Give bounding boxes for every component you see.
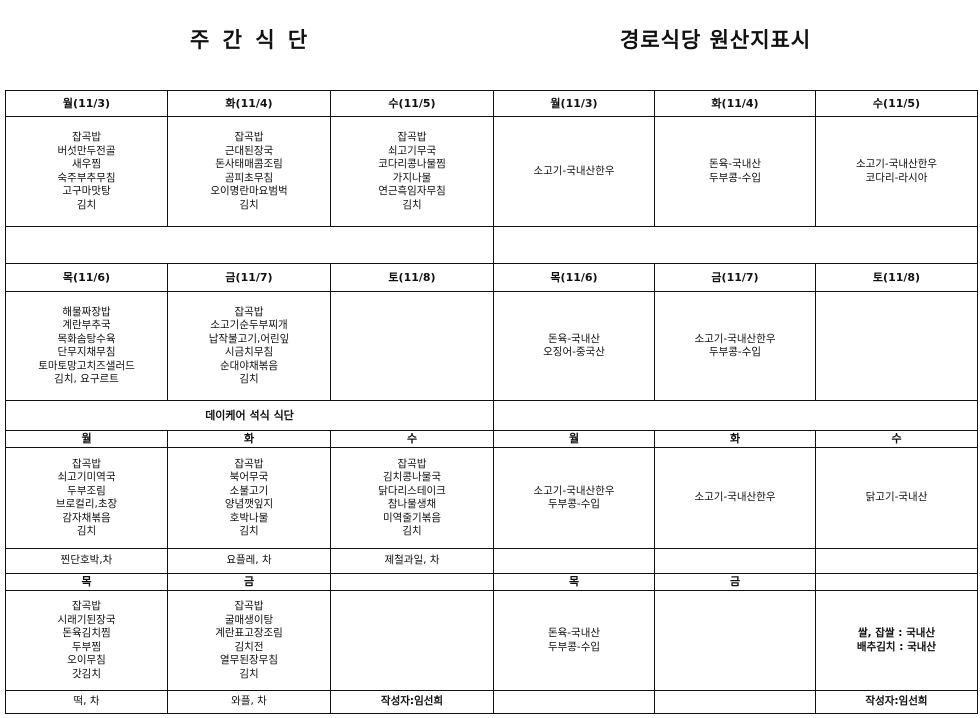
menu-cell: 잡곡밥 북어무국 소불고기 양념깻잎지 호박나물 김치 <box>167 447 331 549</box>
origin-header-cell: 월(11/3) <box>493 90 655 117</box>
origin-cell: 소고기-국내산한우 <box>493 116 655 227</box>
menu-cell: 잡곡밥 쇠고기미역국 두부조림 브로컬리,초장 감자채볶음 김치 <box>5 447 168 549</box>
menu-cell: 요플레, 차 <box>167 548 331 574</box>
origin-cell <box>815 548 978 574</box>
menu-header-cell: 데이케어 석식 식단 <box>5 400 494 431</box>
origin-cell: 돈육-국내산 두부콩-수입 <box>493 590 655 691</box>
origin-header-cell: 목(11/6) <box>493 263 655 292</box>
origin-cell <box>493 226 978 264</box>
origin-cell <box>815 291 978 401</box>
menu-cell <box>5 226 494 264</box>
menu-header-cell: 목(11/6) <box>5 263 168 292</box>
origin-cell: 돈육-국내산 오징어-중국산 <box>493 291 655 401</box>
table-row: 목(11/6) 금(11/7) 토(11/8) 목(11/6) 금(11/7) 토(11/… <box>5 263 978 292</box>
menu-header-cell: 토(11/8) <box>330 263 494 292</box>
menu-header-cell: 금 <box>167 573 331 591</box>
origin-header-cell: 월 <box>493 430 655 448</box>
menu-cell: 제철과일, 차 <box>330 548 494 574</box>
table-row: 해물짜장밥 계란부추국 목화솜탕수육 단무지채무침 토마토망고치즈샐러드 김치,… <box>5 291 978 401</box>
origin-header-cell: 금 <box>654 573 816 591</box>
origin-header-cell: 수 <box>815 430 978 448</box>
origin-header-cell <box>815 573 978 591</box>
table-row: 월(11/3) 화(11/4) 수(11/5) 월(11/3) 화(11/4) 수(11/… <box>5 90 978 117</box>
menu-header-cell: 월(11/3) <box>5 90 168 117</box>
origin-cell: 쌀, 잡쌀 : 국내산 배추김치 : 국내산 <box>815 590 978 691</box>
origin-header-cell: 토(11/8) <box>815 263 978 292</box>
menu-cell <box>330 291 494 401</box>
origin-header-cell: 목 <box>493 573 655 591</box>
menu-cell: 해물짜장밥 계란부추국 목화솜탕수육 단무지채무침 토마토망고치즈샐러드 김치,… <box>5 291 168 401</box>
menu-cell <box>330 590 494 691</box>
menu-cell: 떡, 차 <box>5 690 168 714</box>
menu-cell: 찐단호박,차 <box>5 548 168 574</box>
menu-header-cell: 목 <box>5 573 168 591</box>
menu-cell: 와플, 차 <box>167 690 331 714</box>
menu-cell: 작성자:임선희 <box>330 690 494 714</box>
menu-cell: 잡곡밥 소고기순두부찌개 납작불고기,어린잎 시금치무침 순대야채볶음 김치 <box>167 291 331 401</box>
menu-cell: 잡곡밥 김치콩나물국 닭다리스테이크 참나물생채 미역줄기볶음 김치 <box>330 447 494 549</box>
weekly-menu-title: 주 간 식 단 <box>190 28 309 52</box>
origin-cell <box>654 690 816 714</box>
origin-cell: 소고기-국내산한우 코다리-라시아 <box>815 116 978 227</box>
menu-header-cell: 수(11/5) <box>330 90 494 117</box>
origin-label-title: 경로식당 원산지표시 <box>620 28 812 52</box>
origin-cell <box>493 690 655 714</box>
table-row <box>5 226 978 264</box>
table-row: 잡곡밥 버섯만두전골 새우찜 숙주부추무침 고구마맛탕 김치 잡곡밥 근대된장국 … <box>5 116 978 227</box>
origin-header-cell: 금(11/7) <box>654 263 816 292</box>
origin-cell: 닭고기-국내산 <box>815 447 978 549</box>
origin-header-cell: 화 <box>654 430 816 448</box>
origin-cell <box>654 548 816 574</box>
origin-cell: 소고기-국내산한우 두부콩-수입 <box>493 447 655 549</box>
menu-header-cell: 금(11/7) <box>167 263 331 292</box>
menu-header-cell <box>330 573 494 591</box>
table-row: 떡, 차 와플, 차 작성자:임선희 작성자:임선희 <box>5 690 978 714</box>
origin-cell: 작성자:임선희 <box>815 690 978 714</box>
origin-cell <box>493 548 655 574</box>
table-row: 데이케어 석식 식단 <box>5 400 978 431</box>
table-row: 찐단호박,차 요플레, 차 제철과일, 차 <box>5 548 978 574</box>
menu-table: 월(11/3) 화(11/4) 수(11/5) 월(11/3) 화(11/4) 수(11/… <box>5 90 978 714</box>
origin-cell: 돈육-국내산 두부콩-수입 <box>654 116 816 227</box>
origin-cell: 소고기-국내산한우 <box>654 447 816 549</box>
origin-cell: 소고기-국내산한우 두부콩-수입 <box>654 291 816 401</box>
menu-cell: 잡곡밥 굴매생이탕 계란표고장조림 김치전 열무된장무침 김치 <box>167 590 331 691</box>
menu-cell: 잡곡밥 쇠고기무국 코다리콩나물찜 가지나물 연근흑임자무침 김치 <box>330 116 494 227</box>
menu-header-cell: 화(11/4) <box>167 90 331 117</box>
table-row: 잡곡밥 시래기된장국 돈육김치찜 두부찜 오이무침 갓김치 잡곡밥 굴매생이탕 계… <box>5 590 978 691</box>
menu-header-cell: 화 <box>167 430 331 448</box>
origin-header-cell: 수(11/5) <box>815 90 978 117</box>
origin-header-cell: 화(11/4) <box>654 90 816 117</box>
menu-header-cell: 수 <box>330 430 494 448</box>
origin-cell <box>654 590 816 691</box>
menu-cell: 잡곡밥 시래기된장국 돈육김치찜 두부찜 오이무침 갓김치 <box>5 590 168 691</box>
menu-header-cell: 월 <box>5 430 168 448</box>
menu-cell: 잡곡밥 근대된장국 돈사태매콤조림 곰피초무침 오이명란마요범벅 김치 <box>167 116 331 227</box>
table-row: 잡곡밥 쇠고기미역국 두부조림 브로컬리,초장 감자채볶음 김치 잡곡밥 북어무국… <box>5 447 978 549</box>
menu-cell: 잡곡밥 버섯만두전골 새우찜 숙주부추무침 고구마맛탕 김치 <box>5 116 168 227</box>
origin-cell <box>493 400 978 431</box>
